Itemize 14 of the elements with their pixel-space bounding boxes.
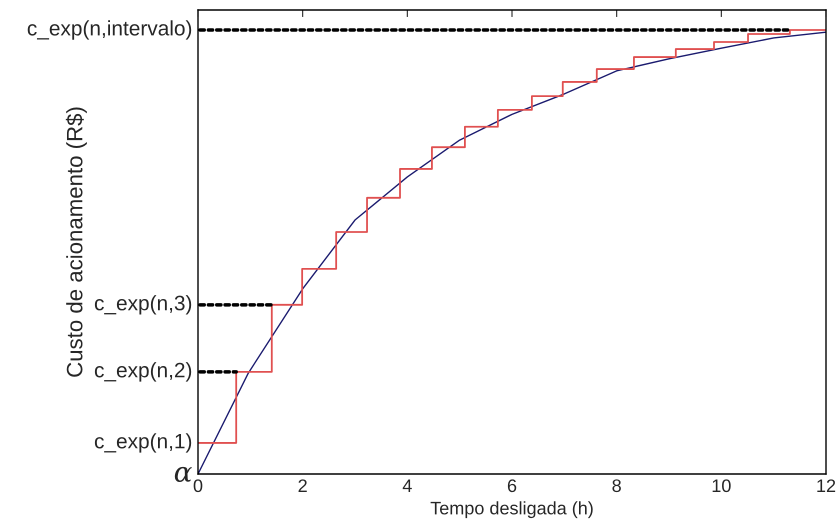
annotation: c_exp(n,intervalo) (28, 20, 192, 40)
annotation: c_exp(n,2) (94, 362, 192, 382)
x-tick-label: 8 (612, 479, 621, 492)
annotation: c_exp(n,1) (94, 433, 192, 453)
x-tick-label: 10 (712, 479, 731, 492)
x-tick-label: 6 (508, 479, 516, 492)
x-axis-title: Tempo desligada (h) (430, 501, 593, 518)
x-tick-label: 12 (817, 479, 836, 492)
annotation: c_exp(n,3) (94, 295, 192, 315)
x-tick-label: 2 (298, 479, 307, 492)
y-axis-title: Custo de acionamento (R$) (66, 107, 87, 377)
annotation: α (174, 466, 192, 482)
x-tick-label: 0 (194, 479, 202, 492)
x-tick-label: 4 (402, 480, 412, 492)
